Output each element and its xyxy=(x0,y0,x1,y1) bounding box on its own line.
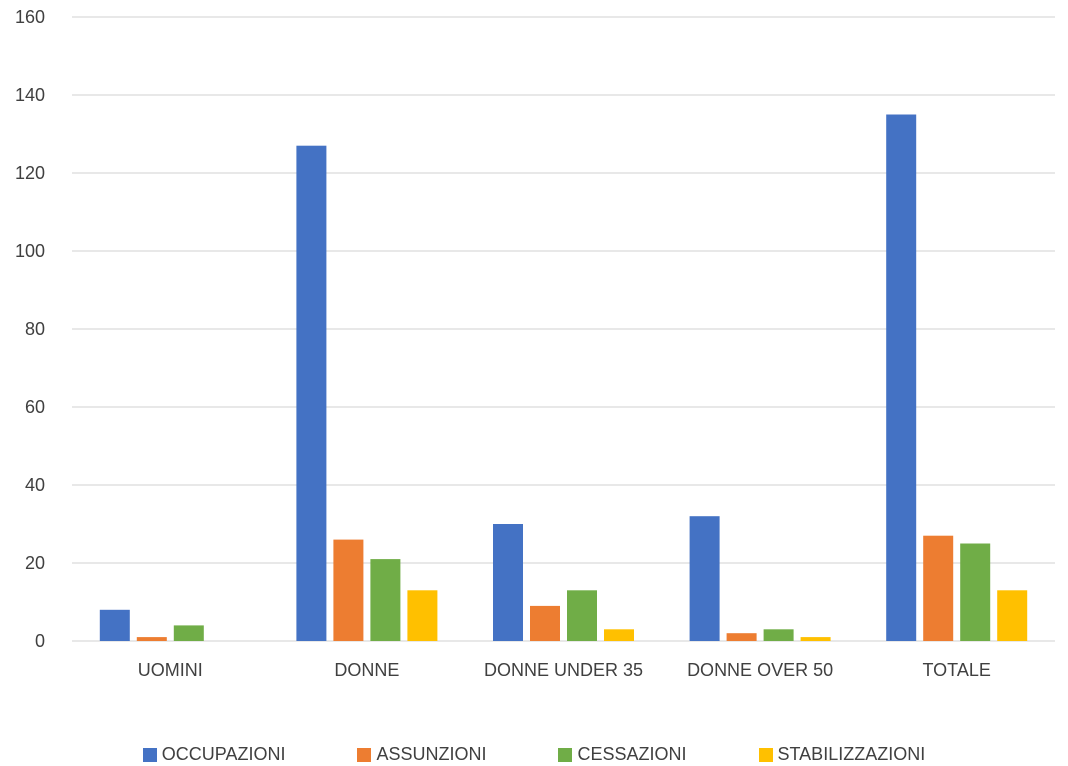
y-tick-label: 160 xyxy=(15,7,45,27)
y-tick-label: 140 xyxy=(15,85,45,105)
y-tick-label: 20 xyxy=(25,553,45,573)
bar-occupazioni-donne-over-50 xyxy=(689,516,720,641)
bar-stabilizzazioni-totale xyxy=(997,590,1028,641)
bar-assunzioni-totale xyxy=(923,535,954,641)
x-tick-label: UOMINI xyxy=(138,660,203,680)
x-axis-ticks: UOMINI DONNE DONNE UNDER 35 DONNE OVER 50 TO… xyxy=(138,660,991,680)
bar-occupazioni-donne xyxy=(296,145,327,641)
bar-cessazioni-donne xyxy=(370,559,401,641)
bar-cessazioni-totale xyxy=(960,543,991,641)
y-tick-label: 40 xyxy=(25,475,45,495)
bar-cessazioni-uomini xyxy=(173,625,204,641)
legend-item: OCCUPAZIONI xyxy=(142,744,286,765)
bar-assunzioni-donne-under-35 xyxy=(530,605,560,641)
bar-stabilizzazioni-donne-under-35 xyxy=(604,629,634,641)
legend-item: STABILIZZAZIONI xyxy=(758,744,926,765)
y-tick-label: 100 xyxy=(15,241,45,261)
x-tick-label: DONNE xyxy=(334,660,399,680)
bar-assunzioni-donne xyxy=(333,539,364,641)
bar-occupazioni-donne-under-35 xyxy=(493,524,523,641)
bars xyxy=(99,114,1028,641)
bar-assunzioni-donne-over-50 xyxy=(726,633,757,641)
x-tick-label: TOTALE xyxy=(923,660,991,680)
legend-swatch xyxy=(357,747,372,762)
legend-label: STABILIZZAZIONI xyxy=(777,744,926,764)
legend-label: OCCUPAZIONI xyxy=(161,744,286,764)
legend-item: ASSUNZIONI xyxy=(357,744,486,765)
legend-label: ASSUNZIONI xyxy=(376,744,487,764)
bar-cessazioni-donne-over-50 xyxy=(763,629,794,641)
legend-label: CESSAZIONI xyxy=(577,744,687,764)
y-axis-ticks: 0 20 40 60 80 100 120 140 160 xyxy=(15,7,45,651)
y-tick-label: 120 xyxy=(15,163,45,183)
bar-occupazioni-uomini xyxy=(99,609,130,641)
y-tick-label: 60 xyxy=(25,397,45,417)
legend-swatch xyxy=(142,747,157,762)
legend-swatch xyxy=(758,747,773,762)
legend-swatch xyxy=(558,747,573,762)
legend-item: CESSAZIONI xyxy=(558,744,687,765)
bar-chart: 0 20 40 60 80 100 120 140 160 UOMINI DONNE DONNE U… xyxy=(15,7,1055,680)
bar-cessazioni-donne-under-35 xyxy=(567,590,597,641)
bar-assunzioni-uomini xyxy=(136,637,167,641)
gridlines xyxy=(72,16,1055,642)
bar-stabilizzazioni-donne xyxy=(407,590,438,641)
bar-stabilizzazioni-donne-over-50 xyxy=(800,637,831,641)
x-tick-label: DONNE UNDER 35 xyxy=(484,660,643,680)
y-tick-label: 80 xyxy=(25,319,45,339)
y-tick-label: 0 xyxy=(35,631,45,651)
bar-occupazioni-totale xyxy=(886,114,917,641)
x-tick-label: DONNE OVER 50 xyxy=(687,660,833,680)
legend: OCCUPAZIONI ASSUNZIONI CESSAZIONI STABILIZZ… xyxy=(0,744,1068,765)
